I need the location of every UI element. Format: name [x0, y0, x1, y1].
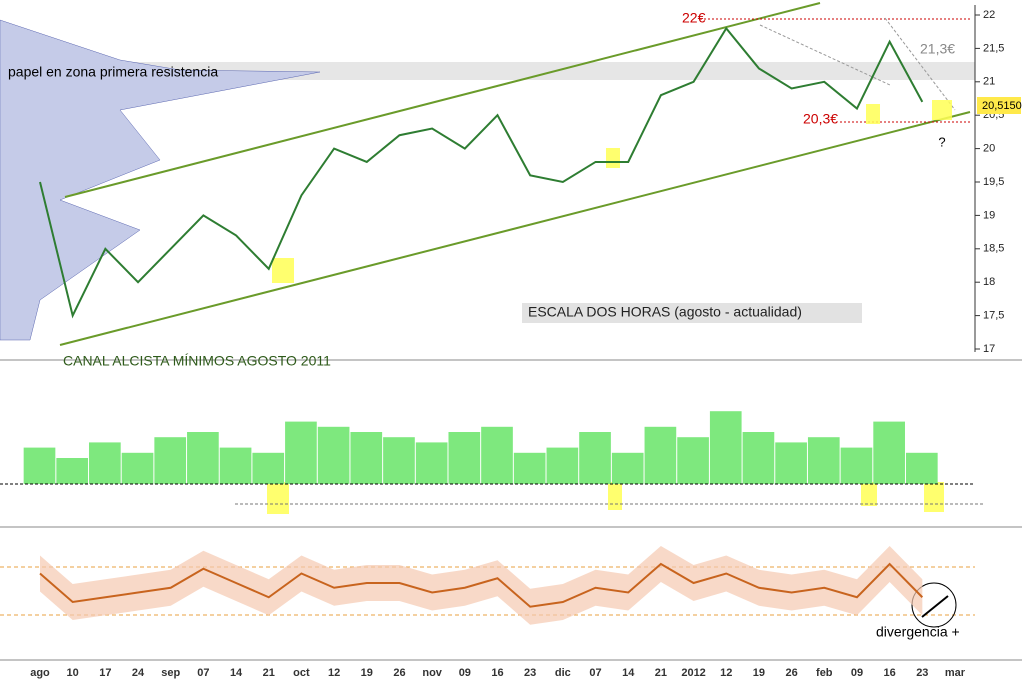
bar: [252, 452, 285, 484]
x-tick-label: 17: [99, 667, 111, 679]
y-tick-label: 20: [983, 143, 995, 155]
x-tick-label: 19: [361, 667, 373, 679]
bar: [154, 437, 187, 484]
annotation: 20,3€: [803, 111, 838, 127]
annotation: divergencia +: [876, 624, 960, 640]
x-tick-label: ago: [30, 667, 50, 679]
x-tick-label: dic: [555, 667, 571, 679]
bar: [89, 442, 121, 484]
x-tick-label: 16: [491, 667, 503, 679]
price-line: [39, 562, 924, 608]
x-tick-label: 07: [197, 667, 209, 679]
x-tick-label: 21: [655, 667, 667, 679]
x-tick-label: 23: [524, 667, 536, 679]
x-tick-label: sep: [161, 667, 180, 679]
bar: [415, 442, 448, 484]
bar: [383, 437, 415, 484]
channel-upper: [64, 2, 821, 198]
annotation: papel en zona primera resistencia: [8, 64, 218, 80]
bar: [56, 458, 89, 484]
bar: [513, 452, 546, 484]
annotation: CANAL ALCISTA MÍNIMOS AGOSTO 2011: [63, 353, 331, 369]
bar: [644, 426, 677, 484]
x-tick-label: 16: [884, 667, 896, 679]
price-line: [39, 26, 924, 319]
trend-line: [759, 24, 891, 86]
title-box: [522, 303, 862, 323]
x-tick-label: 14: [230, 667, 243, 679]
x-tick-label: 14: [622, 667, 635, 679]
y-tick-label: 21,5: [983, 42, 1004, 54]
price-tag: [977, 97, 1021, 114]
bar: [807, 437, 840, 484]
bar: [905, 452, 938, 484]
highlights: [267, 100, 952, 514]
annotation: 20,5150: [982, 100, 1022, 112]
x-tick-label: 19: [753, 667, 765, 679]
bar: [840, 447, 873, 484]
bar: [448, 432, 481, 484]
bar: [350, 432, 383, 484]
x-tick-label: 23: [916, 667, 928, 679]
band: [40, 546, 923, 625]
x-tick-label: nov: [422, 667, 442, 679]
y-tick-label: 18,5: [983, 243, 1004, 255]
x-tick-label: 09: [459, 667, 471, 679]
y-tick-label: 21: [983, 76, 995, 88]
bar: [481, 426, 513, 484]
bar: [285, 421, 317, 484]
bar: [709, 411, 742, 484]
x-tick-label: 21: [263, 667, 275, 679]
bar: [677, 437, 709, 484]
y-tick-label: 18: [983, 276, 995, 288]
y-tick-label: 19: [983, 209, 995, 221]
bar: [187, 432, 219, 484]
x-tick-label: 26: [393, 667, 405, 679]
bar: [23, 447, 56, 484]
x-tick-label: mar: [945, 667, 966, 679]
bar: [219, 447, 252, 484]
divergence-circle: [911, 582, 957, 628]
y-tick-label: 17,5: [983, 310, 1004, 322]
bar: [775, 442, 807, 484]
bar: [873, 421, 905, 484]
bar: [742, 432, 775, 484]
x-tick-label: feb: [816, 667, 833, 679]
bar: [121, 452, 154, 484]
annotation: 21,3€: [920, 41, 955, 57]
x-tick-label: 26: [785, 667, 797, 679]
x-tick-label: 10: [67, 667, 79, 679]
bar: [611, 452, 644, 484]
bar: [317, 426, 350, 484]
x-tick-label: 12: [328, 667, 340, 679]
x-tick-label: 12: [720, 667, 732, 679]
y-tick-label: 19,5: [983, 176, 1004, 188]
x-tick-label: 07: [589, 667, 601, 679]
annotation: ?: [938, 134, 945, 149]
y-tick-label: 22: [983, 9, 995, 21]
annotation: 22€: [682, 10, 706, 26]
x-tick-label: 24: [132, 667, 145, 679]
bar: [546, 447, 579, 484]
bar: [579, 432, 611, 484]
y-tick-label: 17: [983, 343, 995, 355]
x-tick-label: 2012: [681, 667, 705, 679]
divergence-line: [921, 595, 949, 618]
volume-profile: [0, 19, 321, 341]
chart-title: ESCALA DOS HORAS (agosto - actualidad): [528, 304, 802, 320]
channel-lower: [59, 111, 971, 346]
x-tick-label: 09: [851, 667, 863, 679]
x-tick-label: oct: [293, 667, 310, 679]
trend-line: [884, 17, 956, 111]
